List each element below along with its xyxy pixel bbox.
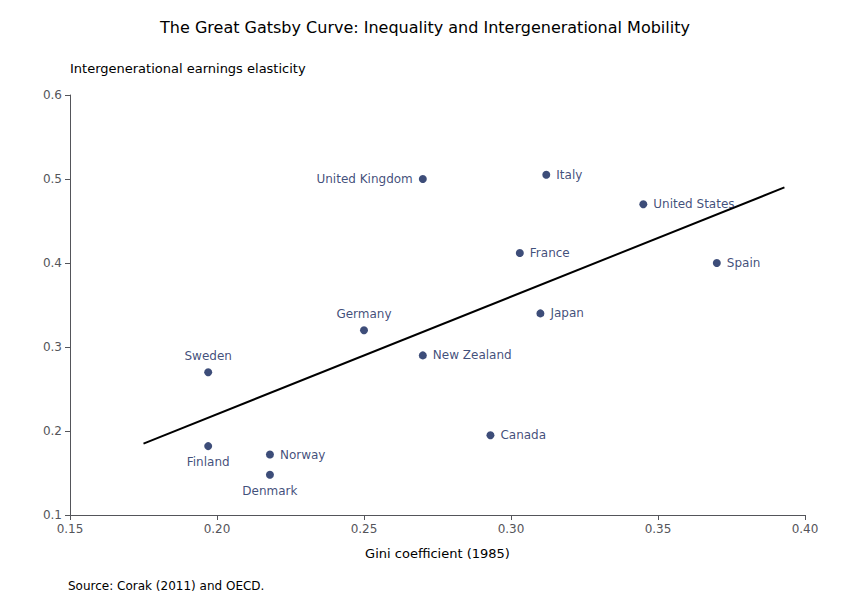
svg-text:0.40: 0.40: [792, 522, 819, 536]
svg-text:New Zealand: New Zealand: [433, 348, 512, 362]
svg-text:Germany: Germany: [336, 307, 391, 321]
svg-text:0.35: 0.35: [645, 522, 672, 536]
svg-text:0.15: 0.15: [57, 522, 84, 536]
svg-text:Gini coefficient (1985): Gini coefficient (1985): [365, 546, 510, 561]
svg-text:0.25: 0.25: [351, 522, 378, 536]
svg-text:Denmark: Denmark: [242, 484, 297, 498]
svg-text:Spain: Spain: [727, 256, 761, 270]
svg-text:Sweden: Sweden: [184, 349, 231, 363]
svg-text:France: France: [530, 246, 570, 260]
svg-text:Japan: Japan: [549, 306, 583, 320]
svg-text:Italy: Italy: [556, 168, 582, 182]
svg-text:0.30: 0.30: [498, 522, 525, 536]
svg-text:0.1: 0.1: [43, 508, 62, 522]
svg-text:0.5: 0.5: [43, 172, 62, 186]
svg-text:Intergenerational earnings ela: Intergenerational earnings elasticity: [70, 61, 306, 76]
svg-text:United Kingdom: United Kingdom: [316, 172, 412, 186]
svg-text:Finland: Finland: [187, 455, 230, 469]
svg-text:0.3: 0.3: [43, 340, 62, 354]
svg-text:0.2: 0.2: [43, 424, 62, 438]
svg-text:The Great Gatsby Curve: Inequa: The Great Gatsby Curve: Inequality and I…: [159, 18, 690, 37]
svg-text:United States: United States: [653, 197, 734, 211]
svg-text:0.6: 0.6: [43, 88, 62, 102]
svg-text:0.4: 0.4: [43, 256, 62, 270]
svg-text:Canada: Canada: [500, 428, 546, 442]
svg-text:0.20: 0.20: [204, 522, 231, 536]
svg-text:Norway: Norway: [280, 448, 326, 462]
svg-text:Source: Corak (2011) and OECD.: Source: Corak (2011) and OECD.: [68, 579, 264, 593]
